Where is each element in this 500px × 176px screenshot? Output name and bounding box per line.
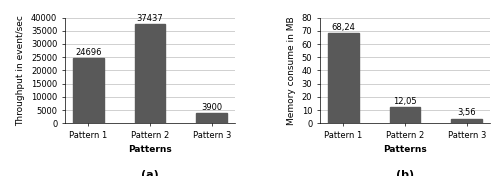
Bar (72, 58, 104, 123)
Text: 12,05: 12,05 (393, 97, 417, 106)
Bar (328, 33, 358, 123)
Text: (a): (a) (141, 170, 159, 176)
Bar (134, 24, 166, 123)
Text: 24696: 24696 (75, 48, 102, 57)
Text: 3,56: 3,56 (458, 108, 476, 117)
Bar (390, 107, 420, 123)
Y-axis label: Memory consume in MB: Memory consume in MB (287, 16, 296, 125)
Text: 3900: 3900 (202, 103, 222, 112)
Bar (196, 113, 228, 123)
X-axis label: Patterns: Patterns (383, 145, 427, 154)
Text: 68,24: 68,24 (331, 23, 355, 32)
Y-axis label: Throughput in event/sec: Throughput in event/sec (16, 15, 26, 126)
Text: (b): (b) (396, 170, 414, 176)
X-axis label: Patterns: Patterns (128, 145, 172, 154)
Text: 37437: 37437 (136, 14, 164, 23)
Bar (452, 118, 482, 123)
